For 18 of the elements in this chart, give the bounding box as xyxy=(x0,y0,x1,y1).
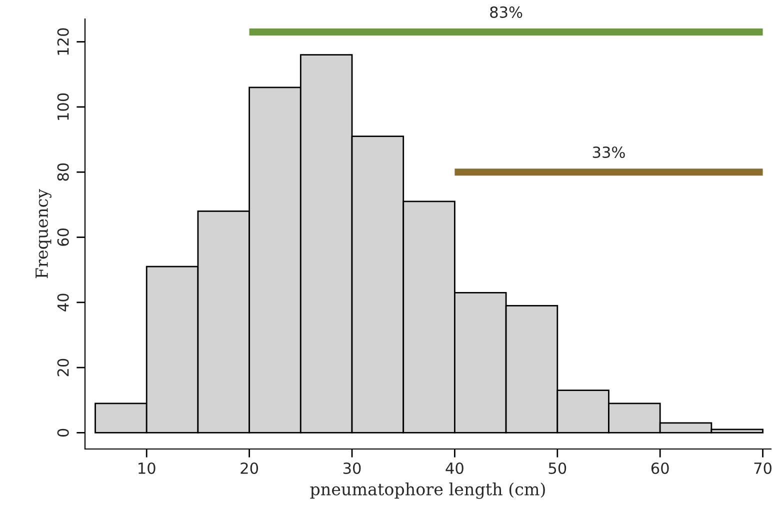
y-tick-label: 20 xyxy=(57,358,69,376)
x-axis-title: pneumatophore length (cm) xyxy=(310,482,545,499)
y-tick-label: 100 xyxy=(57,93,69,120)
y-tick-label: 60 xyxy=(57,228,69,246)
y-tick-label: 40 xyxy=(57,294,69,312)
annotation: 33% xyxy=(592,146,625,158)
annotation: 83% xyxy=(490,6,522,18)
x-tick-label: 40 xyxy=(446,462,464,474)
x-tick-label: 60 xyxy=(651,462,669,474)
y-tick-label: 120 xyxy=(57,28,69,55)
x-tick-label: 10 xyxy=(138,462,156,474)
x-tick-label: 50 xyxy=(548,462,566,474)
y-tick-label: 80 xyxy=(57,163,69,181)
y-tick-label: 0 xyxy=(57,428,69,437)
x-tick-label: 70 xyxy=(754,462,772,474)
x-tick-label: 30 xyxy=(343,462,361,474)
x-tick-label: 20 xyxy=(240,462,258,474)
y-axis-title: Frequency xyxy=(36,188,52,278)
